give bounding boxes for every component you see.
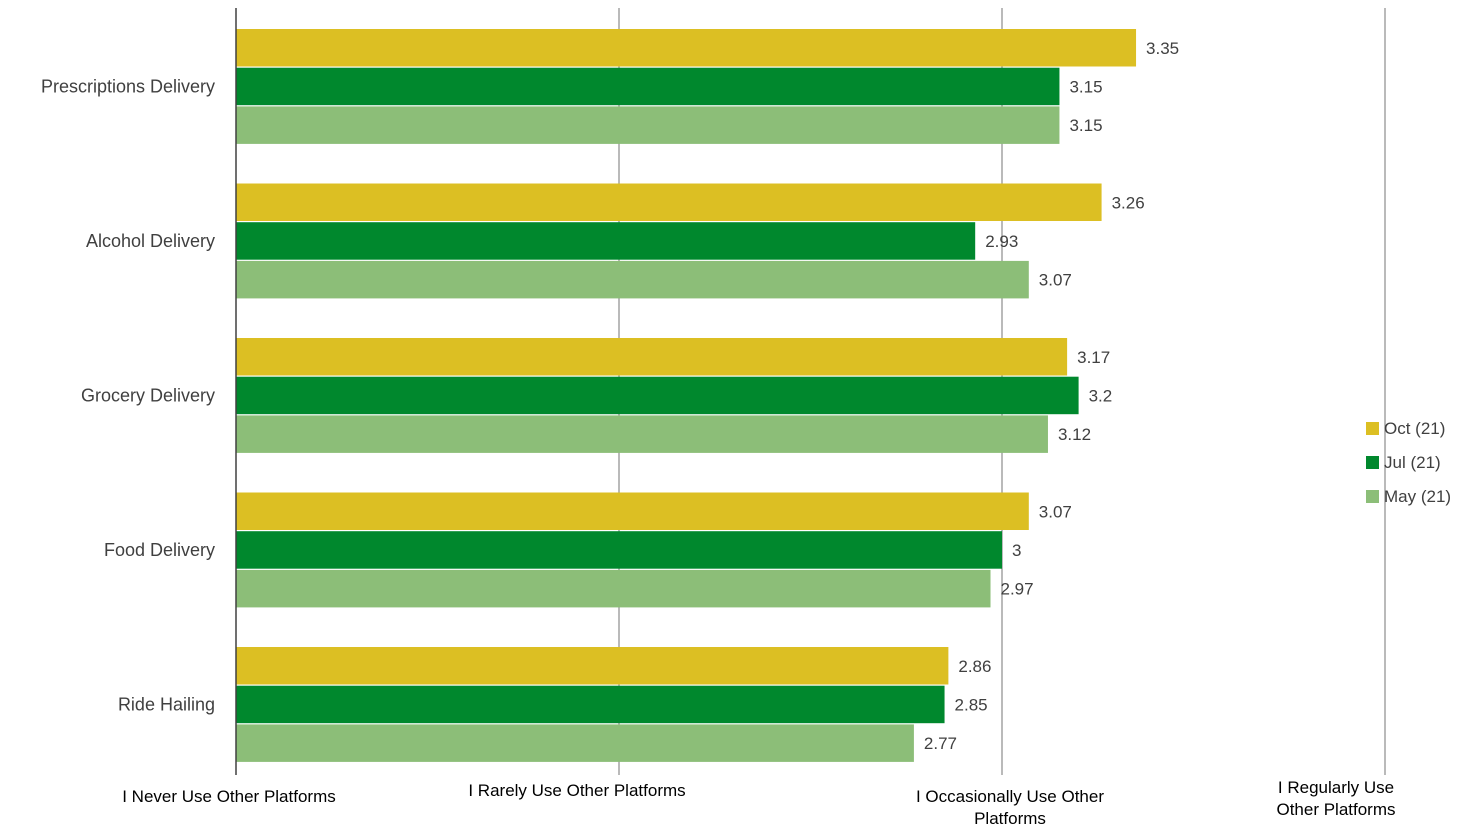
data-label: 2.86 — [958, 657, 991, 676]
x-tick-label: Other Platforms — [1276, 800, 1395, 819]
category-label: Alcohol Delivery — [86, 231, 215, 251]
bar — [236, 415, 1048, 453]
data-label: 3.12 — [1058, 425, 1091, 444]
x-tick-labels: I Never Use Other Platforms I Rarely Use … — [122, 778, 1395, 826]
legend-swatch — [1366, 422, 1379, 435]
data-label: 3.17 — [1077, 348, 1110, 367]
data-label: 3.2 — [1089, 386, 1113, 405]
legend-swatch — [1366, 456, 1379, 469]
bar — [236, 183, 1102, 221]
x-tick-label: I Rarely Use Other Platforms — [468, 781, 685, 800]
data-label: 3.26 — [1112, 193, 1145, 212]
category-label: Food Delivery — [104, 540, 215, 560]
data-label: 2.85 — [955, 695, 988, 714]
legend-label: Oct (21) — [1384, 419, 1445, 438]
value-labels: 3.35 3.15 3.15 3.26 2.93 3.07 3.17 3.2 3.12 3.07 3… — [924, 39, 1179, 753]
data-label: 3.35 — [1146, 39, 1179, 58]
legend-label: May (21) — [1384, 487, 1451, 506]
legend-label: Jul (21) — [1384, 453, 1441, 472]
category-label: Grocery Delivery — [81, 385, 215, 405]
data-label: 2.77 — [924, 734, 957, 753]
bar — [236, 260, 1029, 299]
bar — [236, 376, 1079, 415]
bar — [236, 685, 945, 724]
data-label: 2.97 — [1001, 580, 1034, 599]
x-tick-label: I Occasionally Use Other — [916, 787, 1104, 806]
data-label: 3.07 — [1039, 271, 1072, 290]
x-tick-label: Platforms — [974, 809, 1046, 826]
bar — [236, 338, 1068, 376]
data-label: 2.93 — [985, 232, 1018, 251]
bars — [236, 29, 1137, 762]
category-label: Prescriptions Delivery — [41, 76, 215, 96]
data-label: 3.15 — [1069, 77, 1102, 96]
legend-swatch — [1366, 490, 1379, 503]
legend: Oct (21) Jul (21) May (21) — [1366, 419, 1451, 506]
bar — [236, 29, 1137, 67]
category-labels: Prescriptions Delivery Alcohol Delivery Gr… — [41, 76, 215, 714]
data-label: 3 — [1012, 541, 1021, 560]
bar — [236, 67, 1060, 106]
x-tick-label: I Never Use Other Platforms — [122, 787, 336, 806]
bar — [236, 647, 949, 685]
bar — [236, 569, 991, 608]
data-label: 3.15 — [1069, 116, 1102, 135]
x-tick-label: I Regularly Use — [1278, 778, 1394, 797]
bar — [236, 106, 1060, 144]
bar — [236, 531, 1002, 569]
data-label: 3.07 — [1039, 502, 1072, 521]
bar — [236, 222, 976, 260]
bar — [236, 492, 1029, 530]
bar — [236, 724, 914, 762]
category-label: Ride Hailing — [118, 694, 215, 714]
